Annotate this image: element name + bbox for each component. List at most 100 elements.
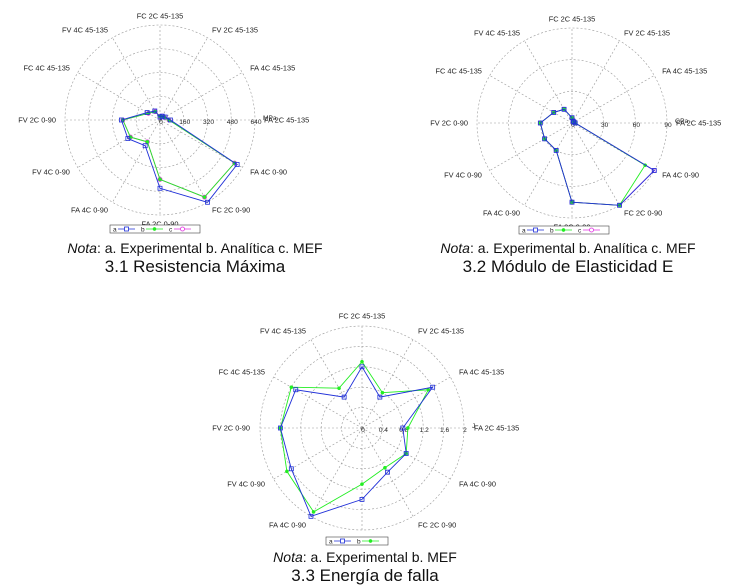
data-point-a — [157, 185, 163, 191]
legend-label-b: b — [357, 538, 361, 545]
legend-marker-b — [152, 227, 157, 231]
data-point-a — [162, 114, 168, 120]
legend-marker-b — [561, 228, 566, 232]
axis-label: FA 2C 45-135 — [264, 116, 309, 125]
data-point-a — [403, 451, 409, 456]
tick-label: 0.4 — [379, 427, 388, 434]
unit-label: J — [472, 423, 475, 430]
data-point-a — [159, 113, 165, 119]
tick-label: 2 — [463, 427, 467, 434]
grid-ring — [540, 91, 604, 155]
axis-label: FC 4C 45-135 — [24, 64, 70, 73]
series-line-b — [539, 108, 646, 206]
axis-label: FC 4C 45-135 — [436, 67, 482, 76]
data-point-a — [571, 119, 577, 125]
caption-note: Nota: a. Experimental b. MEF — [273, 549, 457, 565]
axis-label: FA 2C 45-135 — [474, 424, 519, 433]
data-point-b — [383, 465, 387, 470]
unit-label: GPa — [675, 118, 689, 125]
data-point-a — [288, 466, 294, 472]
caption-title: 3.3 Energía de falla — [291, 566, 439, 585]
legend-label-c: c — [578, 227, 582, 234]
grid-spoke — [112, 119, 161, 203]
axis-label: FV 2C 45-135 — [212, 25, 258, 34]
axis-label: FV 4C 0-90 — [444, 171, 482, 180]
axis-label: FV 4C 45-135 — [260, 327, 306, 336]
radar-chart-1: FC 2C 45-135 FV 2C 45-135 FA 4C 45-135 FA 2… — [430, 15, 721, 235]
data-point-a — [572, 120, 578, 126]
data-point-c — [202, 194, 207, 200]
grid-spoke — [361, 376, 451, 429]
legend-marker-a — [340, 538, 345, 544]
axis-label: FV 4C 45-135 — [62, 25, 108, 34]
data-point-a — [341, 394, 347, 400]
tick-label: 640 — [250, 119, 261, 126]
data-point-b — [406, 426, 410, 430]
grid-spoke — [524, 122, 573, 206]
data-point-a — [144, 110, 150, 115]
data-point-a — [277, 425, 283, 431]
data-point-b — [360, 482, 364, 486]
series-line-b — [279, 360, 430, 513]
series-line-a — [279, 365, 434, 517]
tick-label: 480 — [227, 119, 238, 126]
data-point-a — [400, 425, 406, 431]
data-point-b — [158, 177, 162, 182]
data-point-a — [430, 384, 436, 390]
caption-title: 3.1 Resistencia Máxima — [104, 257, 286, 276]
grid-spoke — [310, 339, 363, 429]
radar-chart-2: FC 2C 45-135 FV 2C 45-135 FA 4C 45-135 FA 2… — [212, 312, 519, 546]
axis-label: FV 2C 45-135 — [418, 327, 464, 336]
axis-label: FC 2C 45-135 — [137, 12, 183, 21]
grid-ring — [476, 27, 668, 219]
data-point-a — [359, 496, 365, 502]
axis-label: FV 4C 0-90 — [32, 168, 70, 177]
grid-ring — [64, 24, 256, 216]
tick-label: 90 — [664, 122, 672, 129]
tick-label: 0 — [159, 119, 163, 126]
data-point-a — [205, 199, 210, 205]
axis-label: FV 2C 45-135 — [624, 28, 670, 37]
axis-label: FV 4C 0-90 — [227, 480, 265, 489]
axis-label: FA 4C 45-135 — [662, 67, 707, 76]
data-point-a — [551, 110, 557, 115]
caption-modulo: Nota: a. Experimental b. Analítica c. ME… — [413, 240, 723, 277]
grid-spoke — [489, 75, 573, 124]
grid-ring — [508, 59, 636, 187]
axis-label: FA 4C 45-135 — [250, 64, 295, 73]
grid-spoke — [361, 427, 451, 480]
legend-label-a: a — [329, 538, 333, 545]
data-point-a — [377, 394, 383, 400]
grid-ring — [135, 95, 185, 145]
series-line-a — [120, 110, 238, 203]
data-point-a — [167, 117, 173, 123]
axis-label: FA 4C 45-135 — [459, 368, 504, 377]
legend-marker-a — [124, 226, 129, 232]
axis-label: FC 4C 45-135 — [219, 368, 265, 377]
data-point-a — [542, 136, 547, 142]
grid-spoke — [489, 122, 573, 171]
data-point-b — [360, 359, 364, 364]
tick-label: 30 — [601, 122, 609, 129]
data-point-a — [617, 202, 622, 208]
data-point-a — [293, 387, 299, 393]
axis-label: FA 4C 0-90 — [269, 520, 306, 529]
legend-label-c: c — [169, 226, 173, 233]
data-point-a — [569, 199, 575, 205]
tick-label: 0 — [361, 427, 365, 434]
data-point-b — [380, 390, 385, 395]
legend: a b c — [109, 224, 201, 233]
caption-resistencia: Nota: a. Experimental b. Analítica c. ME… — [40, 240, 350, 277]
data-point-c — [157, 176, 163, 182]
axis-label: FV 2C 0-90 — [430, 119, 468, 128]
tick-label: 60 — [633, 122, 641, 129]
axis-label: FC 2C 0-90 — [212, 206, 250, 215]
axis-label: FC 2C 0-90 — [624, 209, 662, 218]
grid-spoke — [361, 427, 414, 517]
data-point-b — [311, 510, 316, 514]
legend-marker-c — [589, 227, 594, 233]
axis-label: FC 2C 45-135 — [549, 15, 595, 24]
legend-label-a: a — [522, 227, 526, 234]
